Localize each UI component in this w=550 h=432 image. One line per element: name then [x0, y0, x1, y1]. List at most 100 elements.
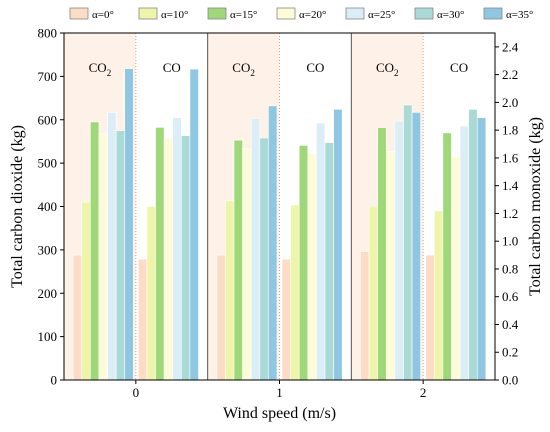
bar-co	[281, 258, 291, 381]
legend-swatch	[276, 7, 296, 20]
bar-co2	[259, 137, 269, 381]
bar-co	[476, 117, 487, 381]
bar-co	[442, 132, 452, 381]
left-tick-label: 400	[38, 199, 58, 214]
bar-co	[459, 125, 469, 381]
bar-co	[333, 109, 343, 381]
legend-label: α=30°	[437, 9, 464, 21]
panel-labels: CO2 CO CO2 CO CO2 CO	[89, 60, 468, 78]
legend-label: α=25°	[368, 9, 395, 21]
right-tick-label: 2.0	[502, 95, 518, 110]
legend-swatch	[207, 7, 227, 20]
bar-co	[172, 117, 182, 381]
bar-co	[189, 68, 199, 381]
bar-co	[433, 210, 444, 381]
x-axis: 0 1 2	[133, 380, 427, 400]
left-tick-label: 0	[51, 373, 58, 388]
right-tick-label: 0.2	[502, 345, 518, 360]
co2-label: CO2	[89, 60, 112, 78]
left-tick-label: 100	[38, 329, 58, 344]
left-tick-label: 600	[38, 112, 58, 127]
co2-label: CO2	[376, 60, 399, 78]
left-axis-title: Total carbon dioxide (kg)	[9, 125, 26, 288]
right-tick-label: 2.2	[502, 67, 518, 82]
co2-subscript: 2	[107, 68, 112, 78]
x-axis-title: Wind speed (m/s)	[223, 405, 336, 422]
bar-co	[163, 138, 174, 381]
right-tick-label: 1.8	[502, 123, 518, 138]
bar-co2	[90, 121, 100, 381]
legend: α=0° α=10° α=15° α=20° α=25° α=30° α=35°	[69, 7, 533, 21]
bar-co2	[394, 120, 404, 381]
bar-co2	[411, 112, 421, 381]
bar-co2	[216, 254, 226, 381]
bar-co2	[360, 251, 370, 381]
bar-co	[290, 204, 300, 381]
bar-co	[307, 153, 317, 381]
bar-co	[146, 206, 156, 381]
right-axis-title: Total carbon monoxide (kg)	[527, 117, 544, 296]
right-axis: 0.0 0.2 0.4 0.6 0.8 1.0 1.2 1.4 1.6 1.8 2.0 2.2 2.4	[495, 39, 519, 388]
right-tick-label: 2.4	[502, 39, 519, 54]
bar-co2	[403, 104, 413, 381]
legend-label: α=15°	[230, 9, 257, 21]
co2-subscript: 2	[394, 68, 399, 78]
left-axis: 0 100 200 300 400 500 600 700 800	[38, 26, 64, 388]
bars	[72, 68, 487, 381]
bar-co2	[250, 118, 261, 381]
legend-swatch	[138, 7, 158, 20]
bar-co2	[115, 130, 126, 381]
legend-swatch	[345, 7, 365, 20]
co-label: CO	[306, 60, 324, 75]
legend-label: α=35°	[506, 9, 533, 21]
left-tick-label: 700	[38, 69, 58, 84]
co2-label: CO2	[232, 60, 255, 78]
legend-swatch	[414, 7, 434, 20]
bar-co	[181, 135, 191, 381]
bar-co	[298, 145, 309, 381]
bar-co2	[107, 112, 117, 381]
bar-co	[425, 254, 435, 381]
left-tick-label: 200	[38, 286, 58, 301]
legend-label: α=0°	[92, 9, 114, 21]
legend-swatch	[483, 7, 503, 20]
bar-co2	[225, 200, 235, 381]
right-tick-label: 1.0	[502, 234, 518, 249]
bar-co2	[377, 127, 387, 381]
dividers	[135, 33, 424, 380]
bar-co	[468, 109, 478, 381]
right-tick-label: 1.2	[502, 206, 518, 221]
bar-co	[316, 122, 326, 381]
bar-co	[451, 156, 461, 381]
bar-co2	[268, 105, 278, 381]
right-tick-label: 0.6	[502, 289, 519, 304]
left-tick-label: 500	[38, 156, 58, 171]
bar-co2	[98, 133, 108, 381]
co2-subscript: 2	[250, 68, 255, 78]
bar-co2	[81, 201, 91, 381]
bar-co	[138, 258, 148, 381]
bar-co2	[242, 148, 252, 381]
x-tick-label: 1	[276, 385, 283, 400]
legend-label: α=20°	[299, 9, 326, 21]
bar-co	[155, 127, 165, 381]
right-tick-label: 0.0	[502, 373, 518, 388]
bar-co2	[368, 205, 378, 381]
right-tick-label: 0.4	[502, 317, 519, 332]
bar-co2	[385, 151, 396, 381]
bar-co2	[72, 254, 83, 381]
right-tick-label: 1.6	[502, 150, 519, 165]
right-tick-label: 0.8	[502, 261, 518, 276]
x-tick-label: 2	[420, 385, 427, 400]
bar-co2	[233, 139, 243, 381]
legend-swatch	[69, 7, 89, 20]
co-label: CO	[450, 60, 468, 75]
bar-co	[324, 142, 334, 381]
x-tick-label: 0	[133, 385, 140, 400]
legend-label: α=10°	[161, 9, 188, 21]
left-tick-label: 300	[38, 242, 58, 257]
left-tick-label: 800	[38, 26, 58, 41]
right-tick-label: 1.4	[502, 178, 519, 193]
co-label: CO	[163, 60, 181, 75]
